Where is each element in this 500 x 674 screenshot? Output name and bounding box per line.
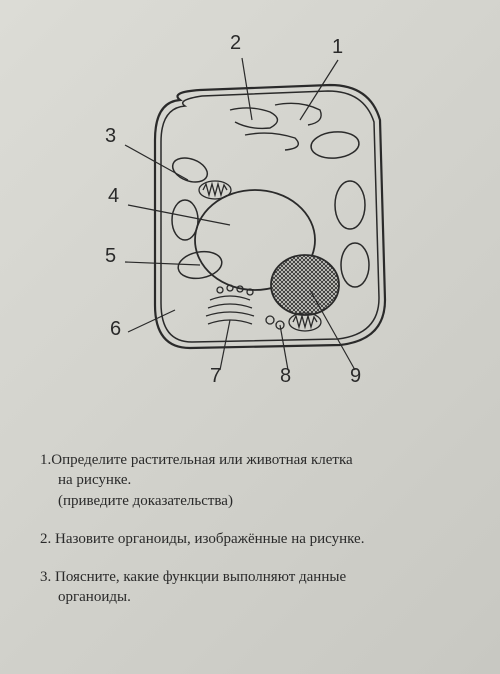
endoplasmic-reticulum (230, 103, 321, 150)
cell-svg (70, 30, 430, 410)
label-1: 1 (332, 36, 343, 59)
label-5: 5 (105, 245, 116, 268)
question-1-line1: 1.Определите растительная или животная к… (40, 450, 460, 470)
question-2: 2. Назовите органоиды, изображённые на р… (40, 529, 460, 549)
label-6: 6 (110, 318, 121, 341)
label-8: 8 (280, 365, 291, 388)
label-3: 3 (105, 125, 116, 148)
question-1-line3: (приведите доказательства) (40, 491, 460, 511)
label-7: 7 (210, 365, 221, 388)
question-3-line1: 3. Поясните, какие функции выполняют дан… (40, 567, 460, 587)
question-1: 1.Определите растительная или животная к… (40, 450, 460, 511)
question-1-line2: на рисунке. (40, 470, 460, 490)
cell-diagram: 1 2 3 4 5 6 7 8 9 (70, 30, 430, 410)
nucleus (271, 255, 339, 315)
vesicles (266, 316, 284, 329)
label-4: 4 (108, 185, 119, 208)
chloroplasts-group (169, 130, 369, 287)
worksheet-paper: 1 2 3 4 5 6 7 8 9 1.Определите раститель… (0, 0, 500, 674)
mitochondrion-1 (199, 181, 231, 199)
label-2: 2 (230, 32, 241, 55)
label-9: 9 (350, 365, 361, 388)
questions-block: 1.Определите растительная или животная к… (40, 450, 460, 626)
golgi-apparatus (206, 285, 254, 324)
question-3: 3. Поясните, какие функции выполняют дан… (40, 567, 460, 608)
question-3-line2: органоиды. (40, 587, 460, 607)
